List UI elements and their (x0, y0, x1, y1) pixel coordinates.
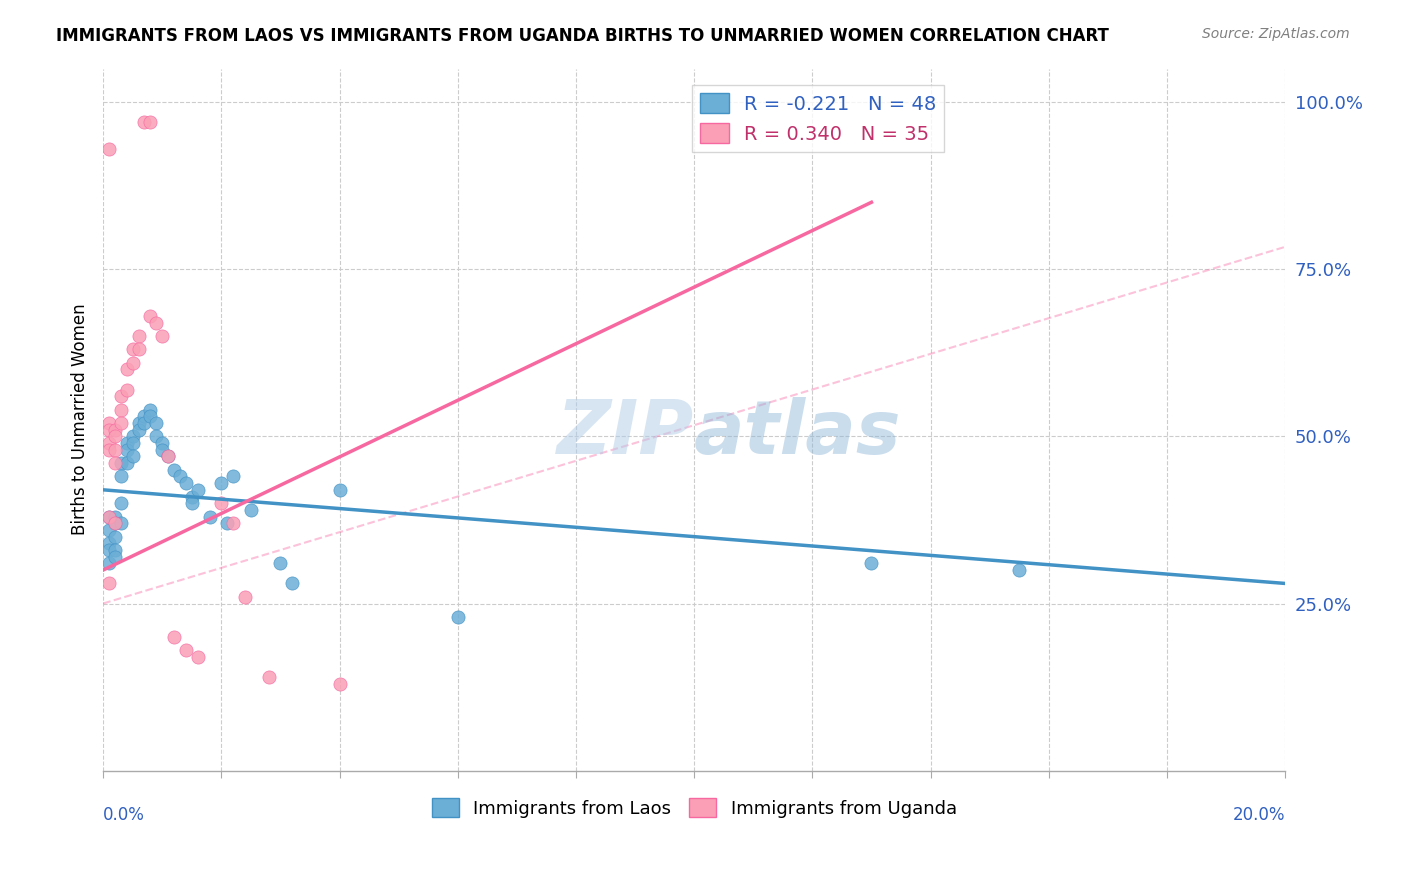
Point (157, 450, 180, 464)
Point (139, 115, 162, 129)
Point (98, 536, 121, 550)
Text: IMMIGRANTS FROM LAOS VS IMMIGRANTS FROM UGANDA BIRTHS TO UNMARRIED WOMEN CORRELA: IMMIGRANTS FROM LAOS VS IMMIGRANTS FROM … (56, 27, 1109, 45)
Point (98, 509, 121, 524)
Point (98, 436, 121, 450)
Point (115, 436, 138, 450)
Point (104, 516, 127, 531)
Point (134, 416, 156, 430)
Point (233, 590, 256, 604)
Point (139, 309, 162, 323)
Point (110, 469, 132, 483)
Point (104, 543, 127, 558)
Y-axis label: Births to Unmarried Women: Births to Unmarried Women (72, 304, 89, 535)
Point (134, 115, 156, 129)
Point (217, 516, 239, 531)
Point (157, 450, 180, 464)
Point (98, 423, 121, 437)
Point (104, 442, 127, 457)
Point (281, 576, 304, 591)
Point (139, 402, 162, 417)
Point (110, 389, 132, 403)
Point (269, 557, 291, 571)
Point (110, 496, 132, 510)
Point (150, 329, 173, 343)
Point (115, 442, 138, 457)
Point (121, 436, 143, 450)
Point (98, 442, 121, 457)
Point (145, 429, 167, 443)
Legend: Immigrants from Laos, Immigrants from Uganda: Immigrants from Laos, Immigrants from Ug… (425, 791, 965, 825)
Text: atlas: atlas (695, 397, 901, 470)
Point (163, 463, 186, 477)
Point (139, 409, 162, 424)
Point (128, 329, 150, 343)
Point (128, 423, 150, 437)
Text: Source: ZipAtlas.com: Source: ZipAtlas.com (1202, 27, 1350, 41)
Point (328, 677, 350, 691)
Point (150, 436, 173, 450)
Point (110, 416, 132, 430)
Point (169, 469, 191, 483)
Text: 20.0%: 20.0% (1233, 805, 1285, 824)
Point (104, 423, 127, 437)
Point (104, 456, 127, 470)
Point (209, 496, 232, 510)
Point (222, 469, 245, 483)
Point (187, 650, 209, 665)
Point (209, 476, 232, 491)
Point (447, 610, 470, 624)
Point (180, 496, 202, 510)
Point (163, 630, 186, 644)
Point (150, 442, 173, 457)
Point (134, 409, 156, 424)
Point (121, 343, 143, 357)
Point (98, 416, 121, 430)
Point (257, 670, 280, 684)
Point (121, 356, 143, 370)
Point (104, 429, 127, 443)
Point (128, 416, 150, 430)
Point (104, 516, 127, 531)
Text: ZIP: ZIP (557, 397, 695, 470)
Point (198, 509, 221, 524)
Point (1008, 563, 1031, 577)
Point (174, 476, 197, 491)
Point (98, 523, 121, 537)
Point (104, 549, 127, 564)
Point (328, 483, 350, 497)
Point (98, 509, 121, 524)
Point (180, 490, 202, 504)
Point (174, 643, 197, 657)
Point (110, 402, 132, 417)
Point (239, 503, 262, 517)
Point (104, 509, 127, 524)
Point (121, 429, 143, 443)
Text: 0.0%: 0.0% (103, 805, 145, 824)
Point (115, 383, 138, 397)
Point (115, 456, 138, 470)
Point (121, 450, 143, 464)
Point (110, 456, 132, 470)
Point (98, 142, 121, 156)
Point (98, 576, 121, 591)
Point (145, 416, 167, 430)
Point (128, 343, 150, 357)
Point (115, 362, 138, 376)
Point (98, 557, 121, 571)
Point (187, 483, 209, 497)
Point (104, 530, 127, 544)
Point (222, 516, 245, 531)
Point (860, 557, 883, 571)
Point (145, 316, 167, 330)
Point (110, 516, 132, 531)
Point (98, 543, 121, 558)
